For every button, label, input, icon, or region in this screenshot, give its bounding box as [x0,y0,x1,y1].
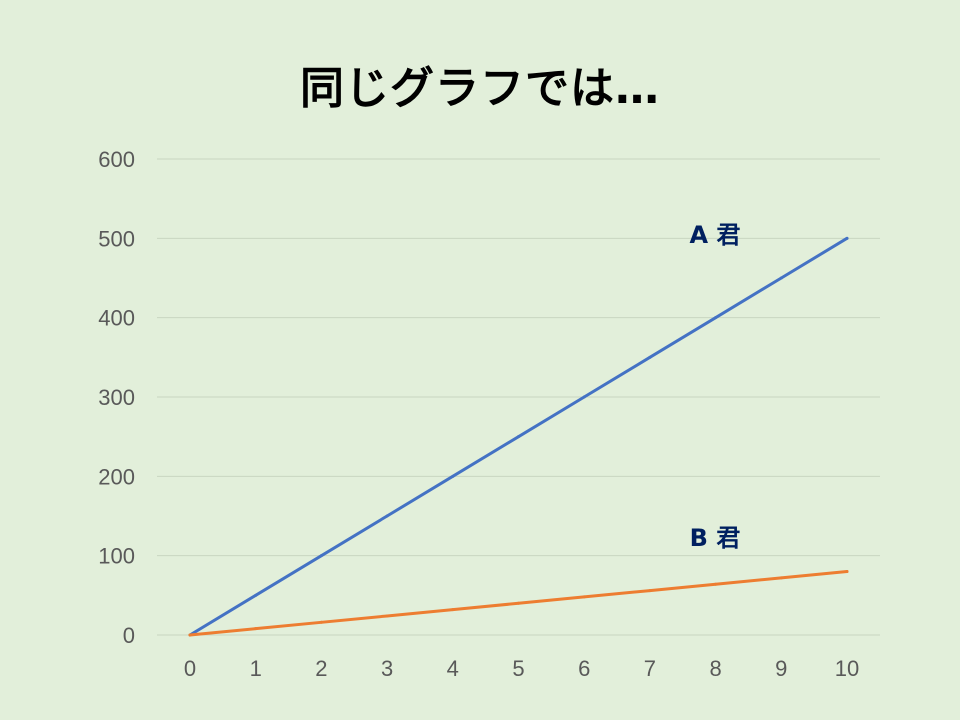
series-1-point-9 [779,576,783,580]
x-axis-ticks: 0 1 2 3 4 5 6 7 8 9 10 [184,656,859,681]
series-0-point-9 [779,276,783,280]
x-tick-label-8: 8 [709,656,721,681]
series-1-point-8 [714,582,718,586]
x-tick-label-10: 10 [835,656,859,681]
x-tick-label-5: 5 [512,656,524,681]
series-0-point-4 [451,474,455,478]
series-lines [188,236,849,637]
x-tick-label-1: 1 [250,656,262,681]
y-tick-label-200: 200 [98,464,135,489]
series-1-point-6 [582,595,586,599]
x-tick-label-2: 2 [315,656,327,681]
y-axis-ticks: 0 100 200 300 400 500 600 [98,147,135,648]
x-tick-label-7: 7 [644,656,656,681]
gridlines [157,158,880,636]
series-1-point-5 [517,601,520,605]
series-0-point-2 [319,554,323,558]
series-0-point-8 [714,316,718,320]
series-0-point-5 [517,435,520,439]
series-0-point-7 [648,355,652,359]
y-tick-label-300: 300 [98,385,135,410]
series-0-point-1 [254,593,258,597]
y-tick-label-400: 400 [98,306,135,331]
y-tick-label-500: 500 [98,226,135,251]
y-tick-label-100: 100 [98,544,135,569]
x-tick-label-3: 3 [381,656,393,681]
series-1-point-0 [188,633,192,637]
series-1-point-7 [648,589,652,593]
series-label-0: A 君 [690,221,741,249]
series-1-point-3 [385,614,389,618]
series-label-1: B 君 [690,524,741,552]
x-tick-label-4: 4 [447,656,459,681]
series-0-point-6 [582,395,586,399]
x-tick-label-0: 0 [184,656,196,681]
y-tick-label-0: 0 [123,623,135,648]
x-tick-label-6: 6 [578,656,590,681]
slide-title: 同じグラフでは… [300,63,660,114]
series-1-point-2 [319,620,323,624]
series-1-point-4 [451,608,455,612]
x-tick-label-9: 9 [775,656,787,681]
series-0-point-3 [385,514,389,518]
series-labels: A 君 B 君 [690,221,741,552]
series-1-point-10 [845,570,849,574]
y-tick-label-600: 600 [98,147,135,172]
series-0-point-10 [845,236,849,240]
series-1-point-1 [254,627,258,631]
